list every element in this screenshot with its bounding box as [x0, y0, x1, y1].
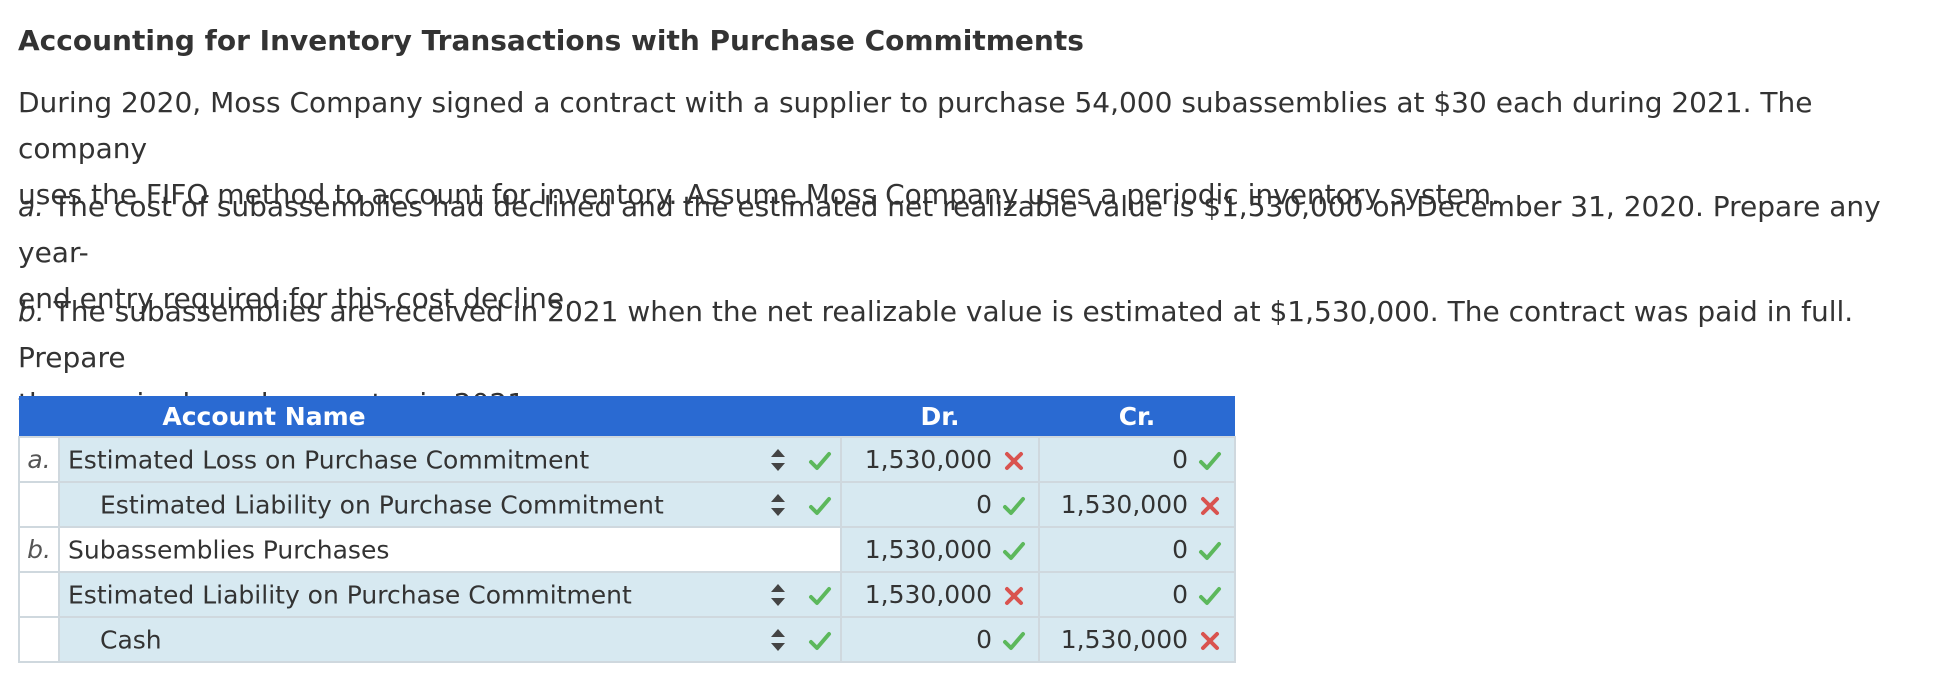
- cr-amount-cell[interactable]: 0: [1038, 436, 1236, 483]
- part-b-line-1: The subassemblies are received in 2021 w…: [18, 295, 1854, 374]
- part-a-line-1: The cost of subassemblies had declined a…: [18, 190, 1881, 269]
- check-icon: [1002, 539, 1026, 561]
- x-icon: [1002, 449, 1026, 471]
- intro-line-1: During 2020, Moss Company signed a contr…: [18, 86, 1813, 165]
- up-down-arrows-icon[interactable]: [768, 626, 788, 654]
- check-icon: [1002, 494, 1026, 516]
- account-name: Subassemblies Purchases: [68, 535, 390, 564]
- dr-amount: 0: [976, 625, 992, 654]
- header-account-label: Account Name: [162, 401, 366, 431]
- up-down-arrows-icon[interactable]: [768, 581, 788, 609]
- up-down-arrows-icon[interactable]: [768, 491, 788, 519]
- cr-amount-cell[interactable]: 0: [1038, 526, 1236, 573]
- journal-entry-table: Account Name Dr. Cr. a. Estimated Loss on…: [18, 396, 1236, 663]
- account-select[interactable]: Estimated Liability on Purchase Commitme…: [58, 481, 842, 528]
- table-row: Estimated Liability on Purchase Commitme…: [18, 481, 1236, 528]
- dr-amount-cell[interactable]: 1,530,000: [840, 526, 1040, 573]
- account-controls: [768, 581, 832, 609]
- cr-amount: 0: [1172, 445, 1188, 474]
- account-controls: [768, 446, 832, 474]
- part-a-letter: a.: [18, 190, 45, 223]
- table-row: b. Subassemblies Purchases 1,530,000 0: [18, 526, 1236, 573]
- check-icon: [808, 584, 832, 606]
- dr-amount: 1,530,000: [864, 535, 992, 564]
- account-name: Cash: [100, 625, 162, 654]
- check-icon: [1198, 539, 1222, 561]
- dr-amount-cell[interactable]: 1,530,000: [840, 436, 1040, 483]
- row-letter: b.: [18, 526, 60, 573]
- account-select[interactable]: Cash: [58, 616, 842, 663]
- row-letter: [18, 571, 60, 618]
- dr-amount: 1,530,000: [864, 445, 992, 474]
- x-icon: [1002, 584, 1026, 606]
- header-letter: [19, 396, 59, 437]
- part-a-paragraph: a. The cost of subassemblies had decline…: [18, 184, 1943, 322]
- up-down-arrows-icon[interactable]: [768, 446, 788, 474]
- row-letter: [18, 616, 60, 663]
- cr-amount-cell[interactable]: 1,530,000: [1038, 481, 1236, 528]
- header-dr: Dr.: [841, 396, 1039, 437]
- account-select[interactable]: Subassemblies Purchases: [58, 526, 842, 573]
- row-letter: [18, 481, 60, 528]
- check-icon: [808, 629, 832, 651]
- check-icon: [1198, 449, 1222, 471]
- check-icon: [808, 494, 832, 516]
- cr-amount: 0: [1172, 535, 1188, 564]
- cr-amount-cell[interactable]: 0: [1038, 571, 1236, 618]
- account-name: Estimated Liability on Purchase Commitme…: [68, 580, 632, 609]
- table-header-row: Account Name Dr. Cr.: [19, 396, 1235, 437]
- account-select[interactable]: Estimated Liability on Purchase Commitme…: [58, 571, 842, 618]
- account-controls: [768, 491, 832, 519]
- header-cr: Cr.: [1039, 396, 1235, 437]
- dr-amount-cell[interactable]: 1,530,000: [840, 571, 1040, 618]
- check-icon: [1002, 629, 1026, 651]
- account-controls: [768, 626, 832, 654]
- dr-amount-cell[interactable]: 0: [840, 616, 1040, 663]
- part-a-line-2: end entry required for this cost decline…: [18, 282, 574, 315]
- cr-amount: 0: [1172, 580, 1188, 609]
- check-icon: [808, 449, 832, 471]
- part-b-letter: b.: [18, 295, 45, 328]
- x-icon: [1198, 629, 1222, 651]
- row-letter: a.: [18, 436, 60, 483]
- dr-amount: 1,530,000: [864, 580, 992, 609]
- check-icon: [1198, 584, 1222, 606]
- intro-line-2: uses the FIFO method to account for inve…: [18, 178, 1500, 211]
- header-account: Account Name: [59, 396, 841, 437]
- dr-amount-cell[interactable]: 0: [840, 481, 1040, 528]
- account-name: Estimated Loss on Purchase Commitment: [68, 445, 590, 474]
- account-name: Estimated Liability on Purchase Commitme…: [100, 490, 664, 519]
- intro-paragraph: During 2020, Moss Company signed a contr…: [18, 80, 1943, 218]
- dr-amount: 0: [976, 490, 992, 519]
- cr-amount: 1,530,000: [1060, 490, 1188, 519]
- x-icon: [1198, 494, 1222, 516]
- table-row: a. Estimated Loss on Purchase Commitment …: [18, 436, 1236, 483]
- table-row: Estimated Liability on Purchase Commitme…: [18, 571, 1236, 618]
- cr-amount-cell[interactable]: 1,530,000: [1038, 616, 1236, 663]
- table-row: Cash 0 1,530,000: [18, 616, 1236, 663]
- account-select[interactable]: Estimated Loss on Purchase Commitment: [58, 436, 842, 483]
- cr-amount: 1,530,000: [1060, 625, 1188, 654]
- page-title: Accounting for Inventory Transactions wi…: [18, 24, 1084, 57]
